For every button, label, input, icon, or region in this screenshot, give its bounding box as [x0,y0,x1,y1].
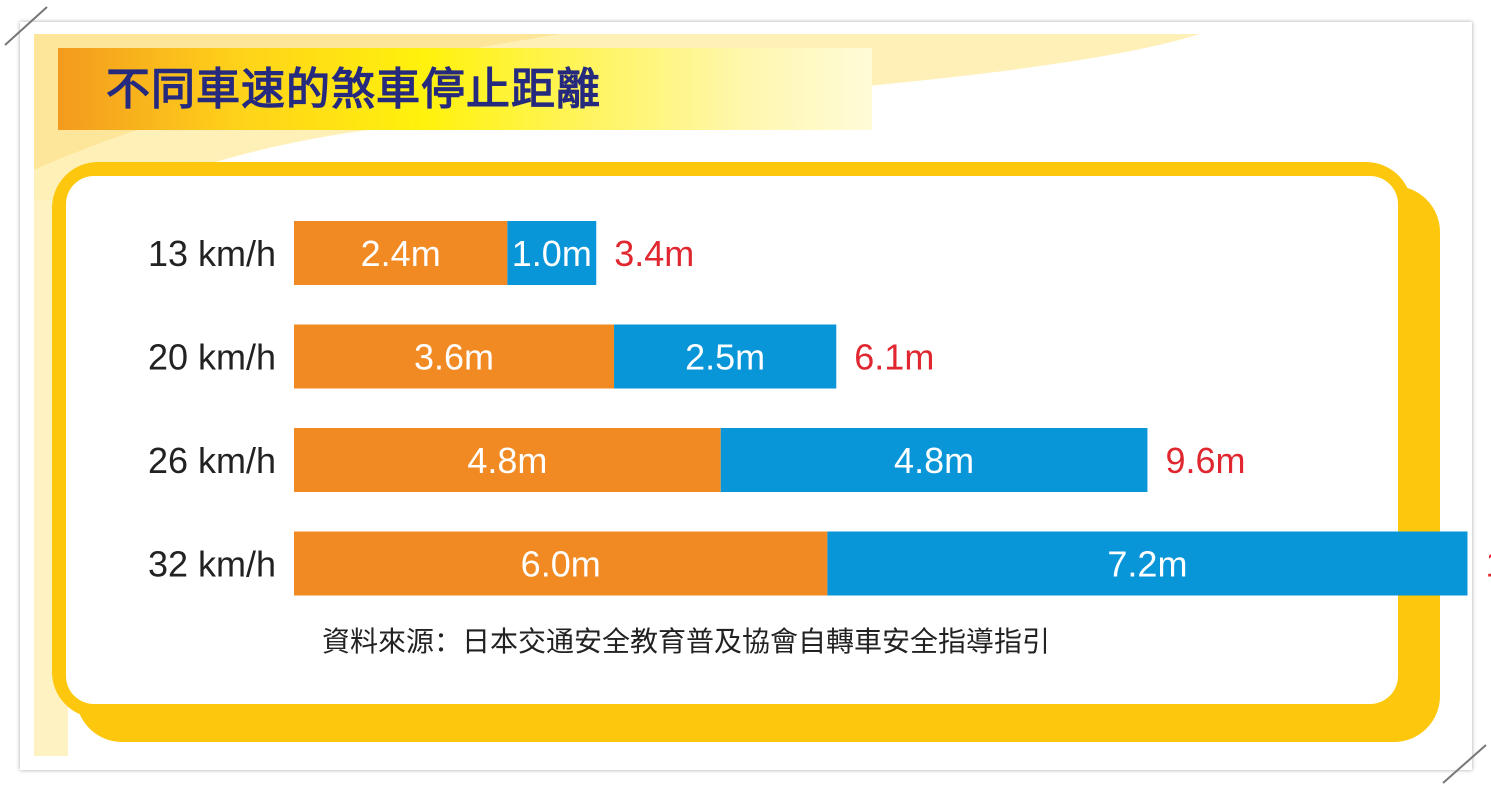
bar-segment-b [827,531,1468,596]
segment-value-label: 7.2m [1107,544,1187,585]
total-value-label: 6.1m [854,337,934,378]
bar-segment-b [507,221,597,285]
bar-segment-a [294,324,615,389]
bar-segment-a [294,221,508,285]
category-label: 32 km/h [148,544,276,585]
title-band [58,48,872,130]
category-label: 20 km/h [148,337,276,378]
bar-segment-a [294,531,828,596]
category-label: 26 km/h [148,440,276,481]
segment-value-label: 6.0m [521,544,601,585]
bar-segment-b [720,428,1148,492]
bar-segment-b [614,324,837,389]
segment-value-label: 1.0m [512,233,592,274]
segment-value-label: 3.6m [414,337,494,378]
segment-value-label: 4.8m [467,440,547,481]
total-value-label: 13.2m [1485,544,1491,585]
segment-value-label: 2.5m [685,337,765,378]
bar-segment-a [294,428,721,492]
segment-value-label: 4.8m [894,440,974,481]
total-value-label: 3.4m [614,233,694,274]
segment-value-label: 2.4m [361,233,441,274]
category-label: 13 km/h [148,233,276,274]
page-title: 不同車速的煞車停止距離 [106,64,601,115]
total-value-label: 9.6m [1165,440,1245,481]
source-note: 資料來源：日本交通安全教育普及協會自轉車安全指導指引 [322,625,1051,658]
